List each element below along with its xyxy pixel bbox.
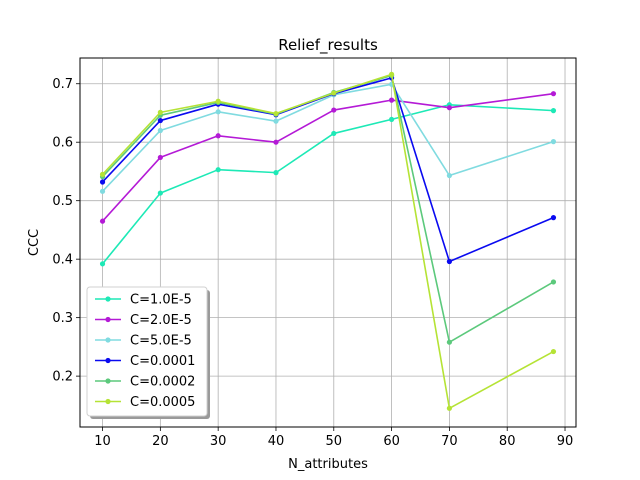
- y-axis-ticks: 0.2 0.3 0.4 0.5 0.6 0.7: [52, 77, 80, 385]
- data-point: [99, 171, 106, 177]
- data-point: [388, 116, 395, 123]
- legend-label: C=0.0002: [130, 375, 195, 390]
- data-point: [157, 127, 163, 134]
- series-line: [101, 83, 554, 192]
- legend-entry: C=0.0002: [95, 375, 195, 390]
- x-tick-label: 50: [326, 434, 343, 449]
- y-tick-label: 0.5: [52, 194, 73, 209]
- data-point: [388, 97, 395, 103]
- data-point: [99, 179, 106, 185]
- data-point: [157, 117, 163, 124]
- legend-entry: C=5.0E-5: [95, 334, 192, 349]
- legend-swatch-marker: [105, 316, 111, 323]
- x-tick-label: 30: [210, 434, 227, 449]
- data-point: [331, 90, 337, 96]
- data-point: [331, 130, 337, 137]
- series-line: [101, 103, 554, 265]
- series-4: [99, 75, 557, 265]
- x-tick-label: 80: [499, 434, 516, 449]
- y-tick-label: 0.3: [52, 311, 73, 326]
- data-point: [446, 172, 452, 179]
- data-point: [446, 258, 452, 265]
- legend-swatch-marker: [105, 378, 111, 384]
- data-point: [157, 190, 163, 196]
- x-axis-ticks: 10 20 30 40 50 60 70 80 90: [94, 427, 573, 449]
- legend-entry: C=2.0E-5: [95, 313, 192, 328]
- series-1: [99, 102, 557, 267]
- data-point: [446, 105, 452, 111]
- x-tick-label: 90: [557, 434, 574, 449]
- data-point: [273, 118, 279, 124]
- legend-label: C=2.0E-5: [130, 313, 192, 328]
- legend-label: C=0.0001: [130, 354, 195, 369]
- x-tick-label: 40: [268, 434, 285, 449]
- series-6: [99, 71, 557, 411]
- y-tick-label: 0.2: [52, 370, 73, 385]
- data-point: [215, 167, 221, 173]
- legend-swatch-marker: [105, 398, 111, 405]
- data-point: [550, 215, 557, 221]
- data-point: [550, 279, 557, 285]
- data-point: [99, 261, 106, 267]
- series-3: [99, 81, 557, 194]
- x-tick-label: 70: [441, 434, 458, 449]
- data-point: [446, 405, 452, 411]
- legend-swatch-marker: [105, 337, 111, 343]
- x-tick-label: 60: [383, 434, 400, 449]
- y-tick-label: 0.4: [52, 253, 73, 268]
- y-tick-label: 0.7: [52, 77, 73, 92]
- data-point: [215, 109, 221, 115]
- data-point: [99, 188, 106, 194]
- data-point: [388, 71, 395, 77]
- data-point: [273, 110, 279, 117]
- legend-label: C=5.0E-5: [130, 334, 192, 349]
- data-point: [99, 218, 106, 224]
- chart-title: Relief_results: [278, 36, 378, 55]
- data-point: [157, 109, 163, 115]
- data-point: [446, 339, 452, 345]
- data-point: [273, 170, 279, 176]
- data-point: [273, 139, 279, 145]
- series-line: [101, 92, 554, 222]
- data-point: [215, 133, 221, 139]
- legend-entry: C=0.0005: [95, 395, 195, 410]
- legend-label: C=0.0005: [130, 395, 195, 410]
- x-tick-label: 10: [94, 434, 111, 449]
- data-point: [215, 98, 221, 104]
- plot-frame: [79, 57, 577, 428]
- y-axis-label: CCC: [27, 229, 42, 256]
- series-2: [99, 91, 557, 224]
- series-line: [101, 73, 554, 410]
- data-point: [157, 154, 163, 161]
- x-axis-label: N_attributes: [288, 457, 368, 472]
- data-point: [331, 107, 337, 113]
- legend-label: C=1.0E-5: [130, 293, 192, 308]
- legend-entry: C=1.0E-5: [95, 293, 192, 308]
- legend-swatch-marker: [105, 296, 111, 302]
- x-tick-label: 20: [152, 434, 169, 449]
- series-lines: [99, 71, 557, 411]
- legend-entry: C=0.0001: [95, 354, 195, 369]
- data-point: [550, 139, 557, 145]
- legend-swatch-marker: [105, 357, 111, 364]
- data-point: [550, 91, 557, 97]
- y-tick-label: 0.6: [52, 136, 73, 151]
- data-point: [550, 348, 557, 355]
- series-line: [101, 77, 554, 263]
- legend: C=1.0E-5 C=2.0E-5 C=5.0E-5 C=0.0001 C=0.0002…: [86, 286, 210, 419]
- data-point: [550, 108, 557, 114]
